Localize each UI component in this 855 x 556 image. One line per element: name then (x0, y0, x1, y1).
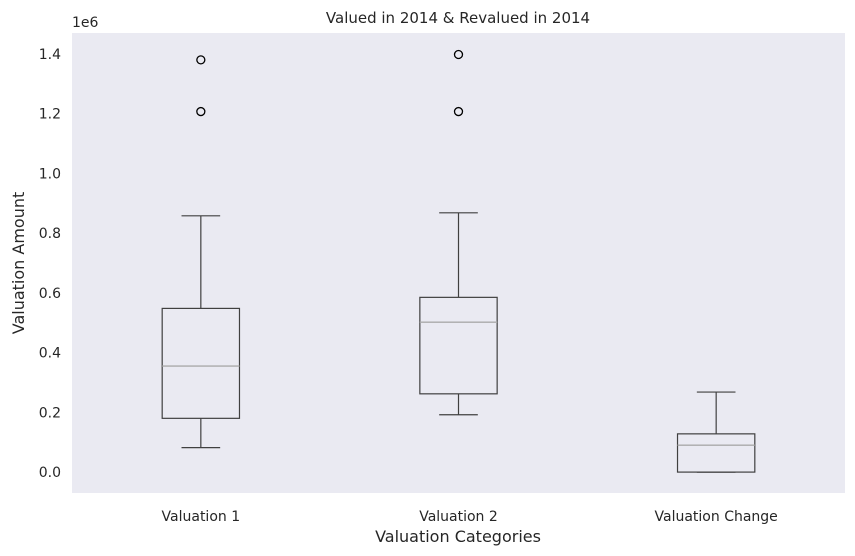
outlier-point (453, 49, 464, 60)
x-axis-label: Valuation Categories (375, 527, 541, 546)
y-tick-label: 0.8 (39, 226, 61, 242)
y-tick-label: 1.2 (39, 107, 61, 123)
outlier-point (196, 106, 206, 117)
chart-title: Valued in 2014 & Revalued in 2014 (326, 9, 590, 27)
outlier-point (453, 106, 464, 117)
box (676, 433, 756, 473)
y-axis-label: Valuation Amount (9, 192, 28, 335)
box (161, 307, 241, 419)
y-tick-label: 1.4 (39, 47, 61, 63)
y-tick-label: 1.0 (39, 166, 61, 182)
y-tick-label: 0.4 (39, 346, 61, 362)
y-tick-label: 0.2 (39, 405, 61, 421)
y-tick-label: 0.0 (39, 465, 61, 481)
x-tick-label: Valuation 1 (162, 509, 241, 525)
y-offset-label: 1e6 (72, 15, 99, 31)
outlier-point (196, 55, 206, 65)
y-tick-label: 0.6 (39, 286, 61, 302)
box (419, 296, 498, 395)
x-tick-label: Valuation 2 (419, 509, 498, 525)
x-tick-label: Valuation Change (655, 509, 778, 525)
chart-marks: 0.0 0.2 0.4 0.6 0.8 1.0 1.2 1.4 Valuation 1 Valua… (39, 47, 778, 525)
